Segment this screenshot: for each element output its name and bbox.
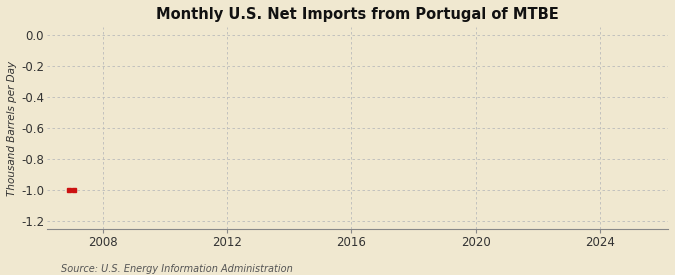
Text: Source: U.S. Energy Information Administration: Source: U.S. Energy Information Administ… xyxy=(61,264,292,274)
Title: Monthly U.S. Net Imports from Portugal of MTBE: Monthly U.S. Net Imports from Portugal o… xyxy=(156,7,559,22)
Y-axis label: Thousand Barrels per Day: Thousand Barrels per Day xyxy=(7,60,17,196)
